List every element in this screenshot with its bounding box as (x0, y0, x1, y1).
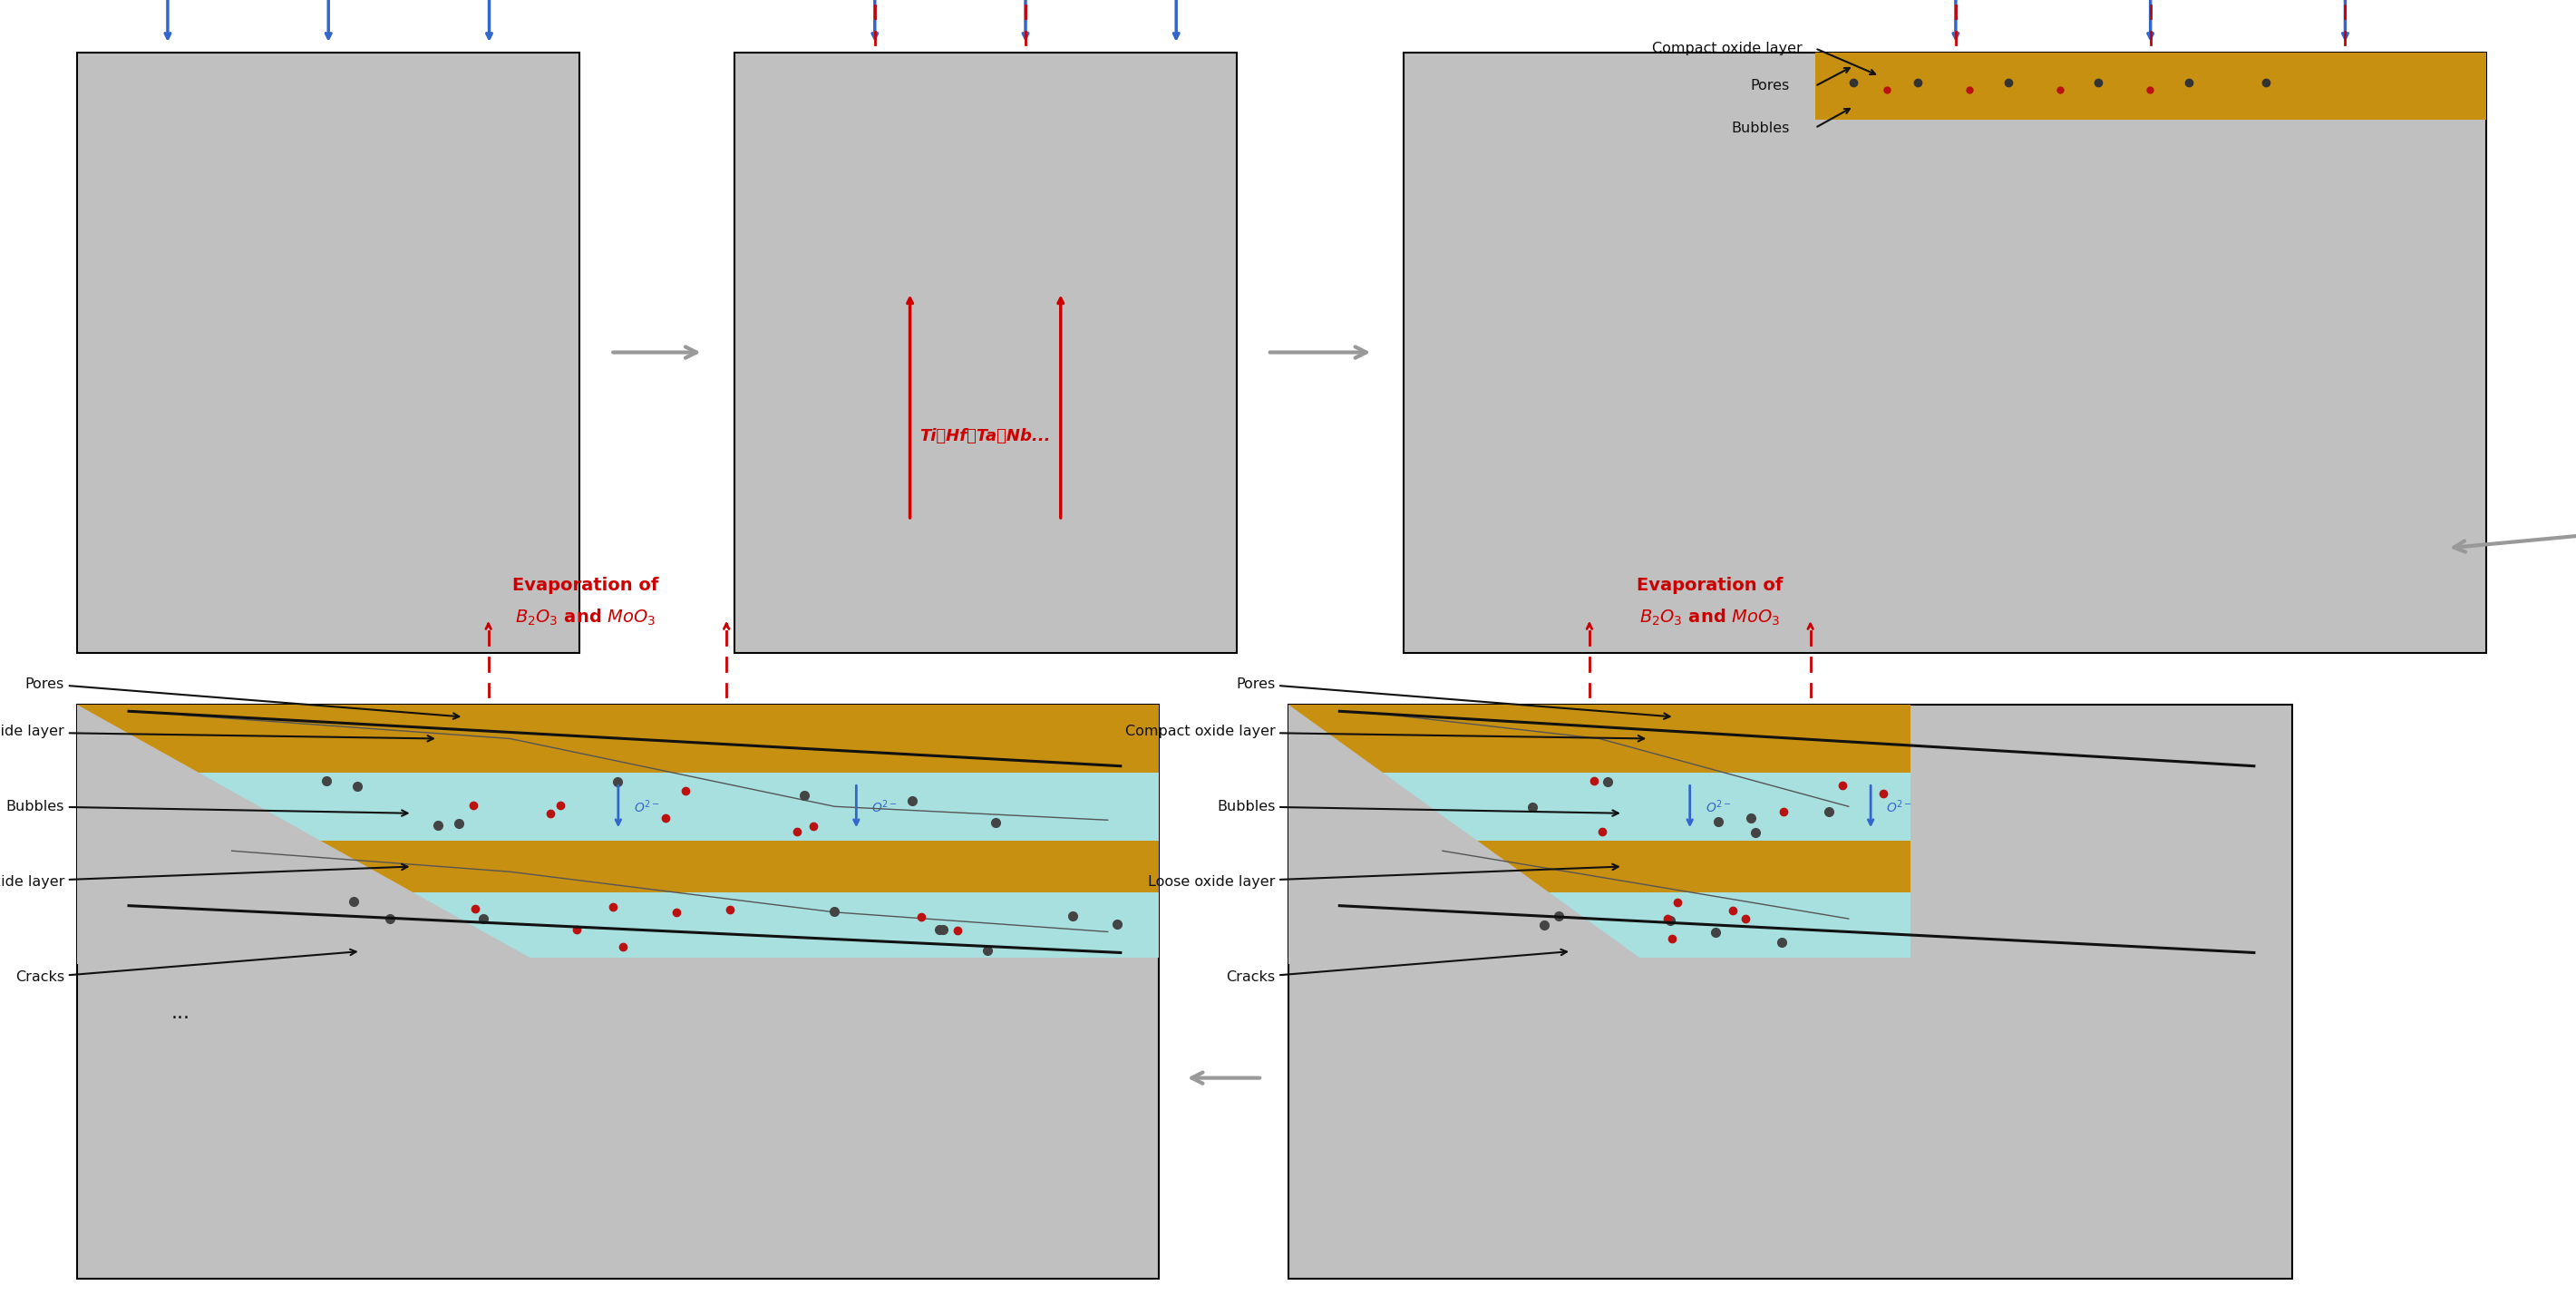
Text: Pores: Pores (1749, 80, 1790, 93)
Bar (77, 705, 1159, 773)
Text: Loose oxide layer: Loose oxide layer (0, 864, 407, 889)
Bar (1816, 52, 2486, 120)
Text: Bubbles: Bubbles (1731, 121, 1790, 134)
Polygon shape (1288, 705, 1649, 964)
Bar (1404, 52, 2486, 652)
Text: $B_2O_3$ and $MoO_3$: $B_2O_3$ and $MoO_3$ (515, 608, 657, 628)
Text: Bubbles: Bubbles (1216, 800, 1618, 816)
Text: Compact oxide layer: Compact oxide layer (1126, 726, 1643, 741)
Text: Pores: Pores (26, 677, 459, 719)
Text: $O^{2-}$: $O^{2-}$ (871, 799, 899, 814)
Text: ...: ... (170, 1004, 191, 1022)
Text: $O^{2-}$: $O^{2-}$ (1705, 799, 1731, 814)
Text: Pores: Pores (1236, 677, 1669, 719)
Text: Bubbles: Bubbles (5, 800, 407, 816)
Bar (1288, 893, 1911, 958)
Bar (1288, 840, 1911, 893)
Text: $B_2O_3$ and $MoO_3$: $B_2O_3$ and $MoO_3$ (1638, 608, 1780, 628)
Bar (734, 52, 1236, 652)
Bar (1288, 705, 2293, 1279)
Text: Cracks: Cracks (1226, 949, 1566, 984)
Bar (77, 893, 1159, 958)
Bar (77, 840, 1159, 893)
Polygon shape (77, 705, 541, 964)
Bar (1288, 705, 1911, 773)
Text: Evaporation of: Evaporation of (1636, 577, 1783, 594)
Text: $O^{2-}$: $O^{2-}$ (1886, 799, 1911, 814)
Text: Compact oxide layer: Compact oxide layer (1651, 42, 1803, 55)
Text: Evaporation of: Evaporation of (513, 577, 659, 594)
Text: $O^{2-}$: $O^{2-}$ (634, 799, 659, 814)
Bar (77, 52, 580, 652)
Bar (77, 773, 1159, 840)
Text: Loose oxide layer: Loose oxide layer (1149, 864, 1618, 889)
Text: Cracks: Cracks (15, 949, 355, 984)
Text: Ti、Hf、Ta、Nb...: Ti、Hf、Ta、Nb... (920, 428, 1051, 445)
Text: Compact oxide layer: Compact oxide layer (0, 726, 433, 741)
Bar (1288, 773, 1911, 840)
Bar (77, 705, 1159, 1279)
